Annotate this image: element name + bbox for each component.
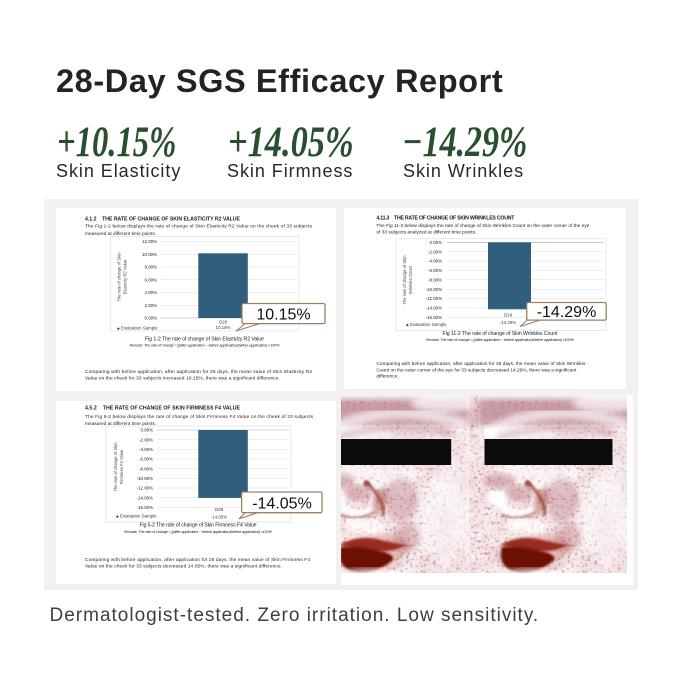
svg-text:-14.29%: -14.29% xyxy=(500,320,516,325)
svg-text:measured at different time poi: measured at different time points. xyxy=(85,421,156,427)
svg-text:Wrinkles Count: Wrinkles Count xyxy=(408,265,413,294)
svg-text:4.5.2 THE RATE OF CHANGE OF: 4.5.2 THE RATE OF CHANGE OF SKIN FIRMNES… xyxy=(85,406,241,412)
svg-text:10.15%: 10.15% xyxy=(216,325,231,330)
svg-text:The Fig 5-2 below displays the: The Fig 5-2 below displays the rate of c… xyxy=(85,414,314,420)
svg-text:4.11.3 THE RATE OF CHANGE O: 4.11.3 THE RATE OF CHANGE OF SKIN WRINKL… xyxy=(376,216,515,222)
svg-text:◆ Evaluation Sample: ◆ Evaluation Sample xyxy=(116,513,157,518)
svg-text:-16.00%: -16.00% xyxy=(137,505,153,510)
svg-text:The rate of change of Skin: The rate of change of Skin xyxy=(117,252,122,302)
svg-text:-6.00%: -6.00% xyxy=(428,268,442,273)
svg-text:-4.00%: -4.00% xyxy=(139,447,153,452)
svg-text:-14.29%: -14.29% xyxy=(537,304,597,321)
svg-text:Count on the outer corner of t: Count on the outer corner of the eye for… xyxy=(376,367,577,373)
svg-text:D28: D28 xyxy=(504,312,513,317)
svg-text:D28: D28 xyxy=(219,320,228,325)
svg-text:The rate of change of Skin: The rate of change of Skin xyxy=(402,255,407,305)
svg-text:-8.00%: -8.00% xyxy=(139,466,153,471)
svg-text:D28: D28 xyxy=(215,507,224,512)
svg-text:-14.00%: -14.00% xyxy=(426,306,442,311)
svg-text:-2.00%: -2.00% xyxy=(428,249,442,254)
svg-text:-14.05%: -14.05% xyxy=(252,495,312,512)
svg-text:-8.00%: -8.00% xyxy=(428,277,442,282)
svg-text:6.00%: 6.00% xyxy=(145,277,158,282)
svg-text:◆ Evaluation Sample: ◆ Evaluation Sample xyxy=(117,326,158,331)
svg-text:-12.00%: -12.00% xyxy=(426,296,442,301)
svg-text:◆ Evaluation Sample: ◆ Evaluation Sample xyxy=(406,322,447,327)
svg-text:-6.00%: -6.00% xyxy=(139,457,153,462)
svg-text:-4.00%: -4.00% xyxy=(428,259,442,264)
svg-text:Fig 1-2 The rate of change of: Fig 1-2 The rate of change of Skin Elast… xyxy=(145,337,264,343)
svg-text:-10.00%: -10.00% xyxy=(137,476,153,481)
svg-text:-10.00%: -10.00% xyxy=(426,287,442,292)
svg-text:The Fig 11-2 below displays th: The Fig 11-2 below displays the rate of … xyxy=(376,223,589,229)
svg-text:-14.05%: -14.05% xyxy=(211,514,227,519)
svg-text:4.1.2 THE RATE OF CHANGE OF: 4.1.2 THE RATE OF CHANGE OF SKIN ELASTIC… xyxy=(85,216,241,222)
svg-text:Value on the cheek for 33 subj: Value on the cheek for 33 subjects incre… xyxy=(85,376,280,382)
svg-text:The rate of change of Skin: The rate of change of Skin xyxy=(113,442,118,492)
svg-text:difference.: difference. xyxy=(376,373,398,379)
svg-text:of 33 subjects analyzed at dif: of 33 subjects analyzed at different tim… xyxy=(376,230,476,236)
svg-text:Firmness F4 Value: Firmness F4 Value xyxy=(119,449,124,484)
svg-text:-2.00%: -2.00% xyxy=(139,437,153,442)
svg-text:0.00%: 0.00% xyxy=(145,316,158,321)
svg-text:Fig 11-2 The rate of change of: Fig 11-2 The rate of change of Skin Wrin… xyxy=(443,331,559,337)
svg-text:Remark: The rate of change = [: Remark: The rate of change = [(after app… xyxy=(426,338,575,342)
svg-text:2.00%: 2.00% xyxy=(145,303,158,308)
svg-text:Remark: The rate of change = [: Remark: The rate of change = [(after app… xyxy=(124,530,273,534)
svg-text:Comparing with before applicat: Comparing with before application, after… xyxy=(85,557,310,563)
svg-text:4.00%: 4.00% xyxy=(145,290,158,295)
svg-text:Comparing with before applicat: Comparing with before application, after… xyxy=(85,369,312,375)
svg-text:Comparing with before applicat: Comparing with before application, after… xyxy=(376,361,586,367)
svg-text:-14.00%: -14.00% xyxy=(137,495,153,500)
svg-text:Value on the cheek for 33 subj: Value on the cheek for 33 subjects decre… xyxy=(85,564,282,570)
svg-text:10.15%: 10.15% xyxy=(256,306,310,323)
svg-text:12.00%: 12.00% xyxy=(142,239,157,244)
svg-text:Elasticity R2 Value: Elasticity R2 Value xyxy=(123,259,128,294)
svg-text:10.00%: 10.00% xyxy=(142,252,157,257)
svg-text:The Fig 1-2 below displays the: The Fig 1-2 below displays the rate of c… xyxy=(85,224,313,230)
svg-text:measured at different time poi: measured at different time points. xyxy=(85,231,156,237)
svg-text:0.00%: 0.00% xyxy=(430,240,443,245)
svg-text:-12.00%: -12.00% xyxy=(137,486,153,491)
svg-text:Fig 5-2 The rate of change of: Fig 5-2 The rate of change of Skin Firmn… xyxy=(140,523,257,529)
svg-text:Remark: The rate of change = [: Remark: The rate of change = [(after app… xyxy=(130,344,281,348)
svg-text:8.00%: 8.00% xyxy=(145,265,158,270)
svg-text:-16.00%: -16.00% xyxy=(426,315,442,320)
svg-text:0.00%: 0.00% xyxy=(141,428,154,433)
